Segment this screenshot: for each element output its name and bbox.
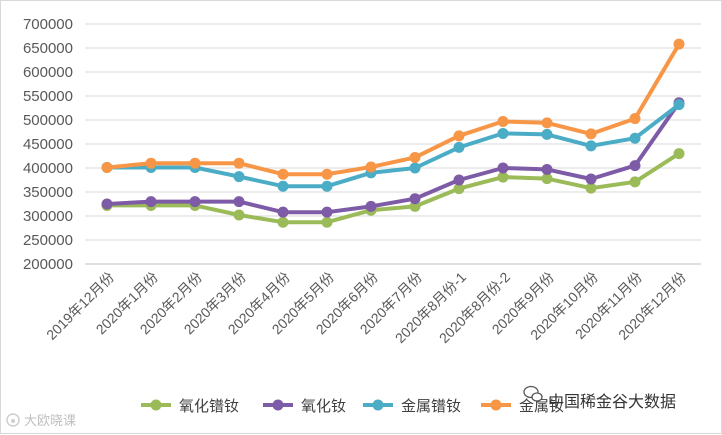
data-point [629, 132, 641, 144]
y-tick-label: 500000 [23, 112, 73, 129]
legend: 氧化镨钕 氧化钕 金属镨钕 金属钕 [141, 397, 564, 415]
y-tick-label: 450000 [23, 136, 73, 153]
y-tick-label: 350000 [23, 184, 73, 201]
data-point [541, 163, 553, 175]
data-point [497, 162, 509, 174]
data-point [409, 200, 421, 212]
data-point [365, 200, 377, 212]
data-point [673, 148, 685, 160]
legend-label: 氧化钕 [301, 397, 346, 415]
weibo-icon [6, 413, 20, 427]
legend-item: 金属镨钕 [363, 397, 461, 415]
data-point [321, 180, 333, 192]
series-line [105, 151, 681, 225]
data-point [585, 182, 597, 194]
data-point [321, 206, 333, 218]
data-point [673, 99, 685, 111]
data-point [233, 171, 245, 183]
data-point [629, 176, 641, 188]
data-point [585, 128, 597, 140]
data-point [409, 162, 421, 174]
series-3 [101, 38, 685, 180]
y-tick-label: 400000 [23, 160, 73, 177]
data-point [497, 115, 509, 127]
data-point [101, 162, 113, 174]
legend-marker [150, 399, 162, 411]
y-tick-label: 250000 [23, 232, 73, 249]
series-lines [101, 38, 685, 228]
data-point [541, 173, 553, 185]
legend-marker [372, 399, 384, 411]
legend-label: 金属钕 [519, 397, 564, 415]
data-point [541, 128, 553, 140]
legend-marker [490, 399, 502, 411]
legend-marker [272, 399, 284, 411]
data-point [233, 157, 245, 169]
y-tick-label: 700000 [23, 16, 73, 33]
data-point [277, 216, 289, 228]
data-point [321, 168, 333, 180]
data-point [277, 168, 289, 180]
data-point [321, 216, 333, 228]
series-line [105, 100, 681, 215]
data-point [585, 173, 597, 185]
bottom-left-watermark: 大欧晓课 [24, 414, 76, 429]
series-1 [101, 97, 685, 218]
data-point [541, 117, 553, 129]
watermarks: 中国稀金谷大数据 大欧晓课 [6, 385, 676, 429]
wechat-icon [523, 385, 543, 402]
data-point [101, 198, 113, 210]
data-point [189, 196, 201, 208]
data-point [145, 157, 157, 169]
data-point [497, 127, 509, 139]
data-point [233, 196, 245, 208]
series-line [105, 42, 681, 177]
y-tick-label: 550000 [23, 88, 73, 105]
data-point [673, 38, 685, 50]
y-axis-ticks: 200000 250000 300000 350000 400000 450000 5000… [23, 16, 73, 273]
y-tick-label: 600000 [23, 64, 73, 81]
series-line [105, 102, 681, 189]
data-point [189, 157, 201, 169]
data-point [585, 140, 597, 152]
data-point [629, 113, 641, 125]
data-point [233, 209, 245, 221]
y-tick-label: 300000 [23, 208, 73, 225]
series-0 [101, 148, 685, 228]
data-point [145, 196, 157, 208]
data-point [277, 206, 289, 218]
data-point [365, 161, 377, 173]
y-tick-label: 200000 [23, 256, 73, 273]
data-point [453, 141, 465, 153]
data-point [629, 160, 641, 172]
data-point [409, 193, 421, 205]
legend-item: 氧化钕 [263, 397, 346, 415]
y-tick-label: 650000 [23, 40, 73, 57]
data-point [453, 130, 465, 142]
data-point [453, 174, 465, 186]
legend-item: 金属钕 [481, 397, 564, 415]
data-point [453, 183, 465, 195]
source-watermark: 中国稀金谷大数据 [548, 392, 676, 411]
legend-label: 氧化镨钕 [179, 397, 239, 415]
x-axis-ticks: 2019年12月份2020年1月份2020年2月份2020年3月份2020年4月… [43, 269, 689, 346]
data-point [497, 171, 509, 183]
data-point [277, 180, 289, 192]
data-point [409, 151, 421, 163]
legend-item: 氧化镨钕 [141, 397, 239, 415]
legend-label: 金属镨钕 [401, 397, 461, 415]
